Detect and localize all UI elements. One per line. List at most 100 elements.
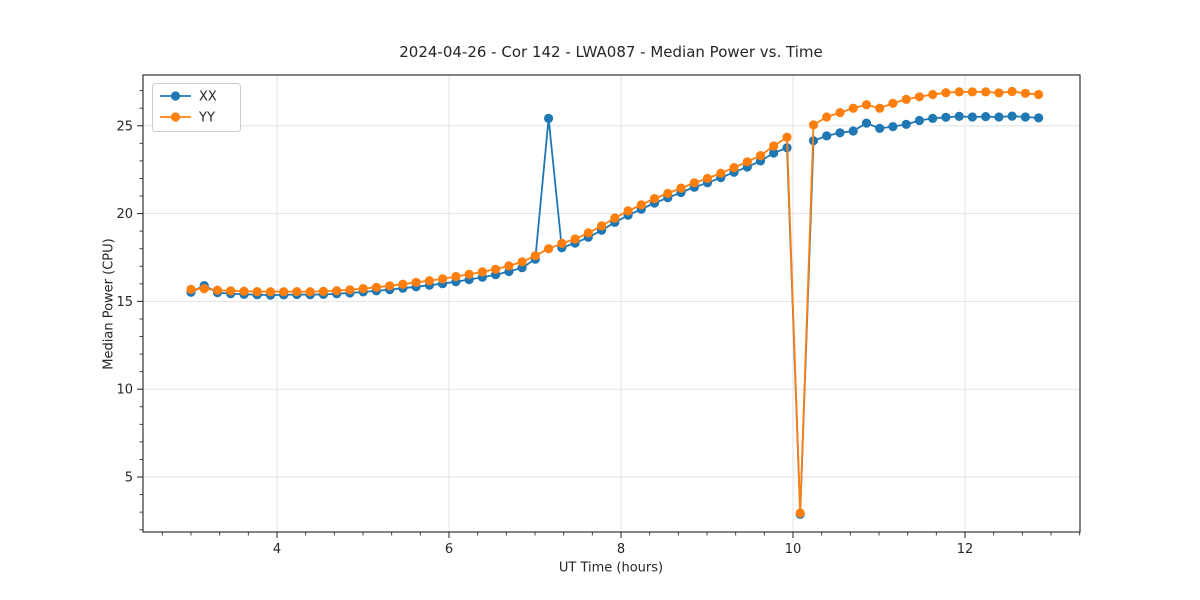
gridlines [143, 75, 1080, 532]
data-point [835, 108, 845, 118]
legend-label: XX [199, 90, 217, 105]
data-point [557, 238, 567, 248]
data-point [371, 282, 381, 292]
data-point [742, 157, 752, 167]
data-point [861, 118, 872, 128]
series-yy [186, 86, 1044, 518]
axis-tick-labels: 4 6 8 10 12 5 10 15 20 25 [116, 119, 973, 557]
y-axis-label: Median Power (CPU) [101, 238, 117, 370]
data-point [848, 126, 858, 136]
x-tick-label: 4 [273, 542, 281, 557]
data-point [822, 112, 832, 122]
data-point [438, 274, 448, 284]
y-tick-label: 20 [116, 207, 133, 222]
data-point [994, 88, 1004, 98]
data-point [861, 100, 872, 110]
data-point [398, 279, 408, 289]
data-point [716, 168, 726, 178]
data-point [1007, 86, 1017, 97]
data-point [981, 87, 991, 97]
data-point [808, 120, 819, 130]
x-tick-label: 6 [445, 542, 453, 557]
data-point [464, 269, 474, 279]
data-point [265, 287, 276, 297]
data-point [676, 183, 686, 193]
data-point [199, 284, 209, 294]
data-point [663, 188, 673, 198]
data-point [239, 286, 249, 296]
data-point [385, 281, 395, 291]
data-point [504, 261, 514, 271]
data-point [477, 267, 487, 277]
x-tick-label: 8 [617, 542, 625, 557]
series-yy-line [190, 90, 1039, 514]
x-tick-label: 12 [957, 542, 974, 557]
data-point [1034, 89, 1044, 100]
data-point [332, 286, 342, 296]
data-point [967, 87, 978, 97]
data-point [967, 112, 978, 122]
data-point [848, 103, 858, 113]
y-tick-label: 15 [116, 295, 133, 310]
data-point [186, 284, 196, 294]
data-point [530, 251, 540, 261]
data-point [411, 277, 421, 287]
data-point [954, 111, 964, 121]
x-axis-label: UT Time (hours) [558, 560, 664, 576]
data-point [318, 286, 328, 296]
y-tick-label: 10 [116, 383, 133, 398]
axis-ticks [137, 125, 966, 538]
data-point [941, 112, 951, 122]
data-point [954, 87, 964, 97]
axes-spines [142, 74, 1081, 533]
data-point [1007, 111, 1017, 121]
data-point [424, 276, 434, 286]
data-point [649, 194, 660, 204]
data-point [1020, 112, 1030, 122]
data-point [755, 151, 766, 161]
axis-minor-ticks [139, 90, 1081, 536]
data-point [769, 148, 779, 158]
y-tick-label: 25 [116, 119, 133, 134]
legend-label: YY [198, 111, 215, 126]
data-point [702, 173, 713, 183]
data-point [928, 89, 938, 100]
data-point [292, 287, 302, 297]
data-point [888, 98, 898, 108]
data-point [901, 119, 911, 129]
legend-item-xx: XX [160, 90, 217, 105]
x-tick-label: 10 [785, 542, 802, 557]
data-point [517, 257, 527, 267]
data-point [795, 508, 805, 518]
data-point [583, 228, 593, 238]
data-point [226, 286, 236, 296]
data-point [928, 113, 938, 123]
data-point [835, 128, 845, 138]
data-point [597, 221, 607, 231]
data-point [769, 141, 779, 151]
data-point [782, 132, 792, 142]
data-point [212, 285, 223, 295]
legend-item-yy: YY [160, 111, 215, 126]
legend: XX YY [152, 83, 241, 132]
legend-marker [170, 91, 181, 101]
data-point [358, 284, 368, 294]
data-point [279, 287, 289, 297]
data-point [729, 163, 739, 173]
data-point [689, 178, 699, 188]
data-point [1020, 88, 1030, 98]
data-point [610, 213, 620, 223]
data-point [875, 123, 885, 133]
data-point [822, 131, 832, 141]
data-point [345, 285, 355, 295]
data-point [544, 244, 554, 254]
data-point [570, 234, 580, 244]
legend-marker [170, 112, 181, 122]
data-point [981, 112, 991, 122]
data-point [623, 206, 633, 216]
data-point [875, 103, 885, 113]
data-point [305, 287, 315, 297]
data-point [544, 113, 554, 123]
